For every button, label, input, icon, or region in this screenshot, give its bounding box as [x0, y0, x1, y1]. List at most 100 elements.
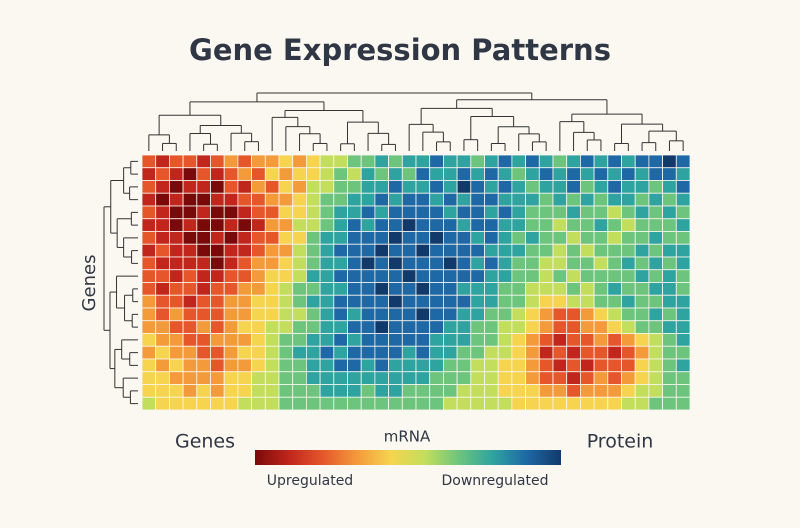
heatmap-cell [264, 154, 280, 169]
heatmap-cell [251, 371, 266, 385]
heatmap-cell [552, 345, 568, 360]
heatmap-cell [305, 256, 321, 271]
heatmap-cell [264, 307, 280, 322]
heatmap-cell [415, 154, 431, 169]
heatmap-cell [196, 167, 211, 181]
heatmap-cell [237, 205, 252, 220]
heatmap-cell [333, 256, 348, 271]
heatmap-cell [456, 167, 472, 181]
heatmap-cell [621, 231, 636, 245]
heatmap-cell [511, 358, 526, 373]
heatmap-cell [415, 218, 431, 232]
heatmap-cell [593, 205, 609, 220]
heatmap-cell [429, 345, 444, 360]
heatmap-cell [278, 256, 294, 271]
heatmap-cell [525, 167, 540, 181]
heatmap-cell [347, 192, 362, 207]
heatmap-cell [401, 282, 417, 296]
heatmap-cell [593, 167, 609, 181]
heatmap-cell [333, 282, 348, 296]
heatmap-cell [497, 192, 513, 207]
heatmap-cell [415, 282, 431, 296]
heatmap-cell [497, 243, 513, 258]
heatmap-cell [675, 154, 691, 169]
heatmap-cell [525, 358, 540, 373]
heatmap-cell [292, 345, 307, 360]
heatmap-cell [333, 307, 348, 322]
heatmap-cell [237, 371, 252, 385]
heatmap-cell [566, 167, 581, 181]
heatmap-cell [305, 345, 321, 360]
heatmap-cell [566, 294, 581, 309]
heatmap-cell [210, 154, 225, 169]
heatmap-cell [374, 231, 389, 245]
heatmap-cell [607, 333, 622, 347]
heatmap-cell [210, 307, 225, 322]
heatmap-cell [347, 294, 362, 309]
heatmap-cell [210, 282, 225, 296]
heatmap-cell [621, 154, 636, 169]
heatmap-cell [210, 192, 225, 207]
heatmap-cell [470, 358, 485, 373]
heatmap-cell [675, 358, 691, 373]
heatmap-cell [388, 180, 403, 194]
heatmap-cell [182, 320, 198, 334]
heatmap-cell [470, 243, 485, 258]
heatmap-cell [415, 167, 431, 181]
heatmap-cell [292, 307, 307, 322]
heatmap-cell [552, 333, 568, 347]
heatmap-cell [251, 384, 266, 398]
heatmap-cell [538, 269, 554, 283]
heatmap-cell [607, 231, 622, 245]
heatmap-cell [470, 320, 485, 334]
heatmap-cell [292, 205, 307, 220]
heatmap-cell [223, 231, 239, 245]
heatmap-cell [442, 269, 458, 283]
dendrogram [103, 92, 684, 405]
heatmap-cell [305, 205, 321, 220]
heatmap-cell [675, 345, 691, 360]
heatmap-cell [360, 307, 376, 322]
heatmap-cell [538, 154, 554, 169]
heatmap-cell [621, 371, 636, 385]
heatmap-cell [237, 243, 252, 258]
heatmap-cell [511, 243, 526, 258]
heatmap-cell [305, 320, 321, 334]
heatmap-cell [675, 333, 691, 347]
heatmap-cell [580, 269, 595, 283]
heatmap-cell [648, 294, 664, 309]
heatmap-cell [538, 243, 554, 258]
heatmap-cell [511, 333, 526, 347]
heatmap-cell [621, 358, 636, 373]
heatmap-cell [388, 396, 403, 411]
heatmap-cell [360, 167, 376, 181]
heatmap-cell [374, 333, 389, 347]
heatmap-cell [141, 371, 157, 385]
heatmap-cell [182, 307, 198, 322]
heatmap-cell [168, 180, 184, 194]
heatmap-cell [580, 256, 595, 271]
heatmap-cell [155, 243, 170, 258]
heatmap-cell [182, 180, 198, 194]
heatmap-cell [278, 282, 294, 296]
heatmap-cell [470, 256, 485, 271]
heatmap-cell [210, 269, 225, 283]
heatmap-cell [168, 218, 184, 232]
heatmap-cell [415, 396, 431, 411]
heatmap-cell [525, 333, 540, 347]
heatmap-cell [566, 384, 581, 398]
heatmap-cell [237, 358, 252, 373]
heatmap-cell [662, 231, 677, 245]
heatmap-cell [429, 384, 444, 398]
heatmap-cell [470, 180, 485, 194]
heatmap-cell [593, 294, 609, 309]
heatmap-cell [388, 167, 403, 181]
heatmap-cell [210, 205, 225, 220]
heatmap-cell [237, 333, 252, 347]
heatmap-cell [347, 231, 362, 245]
heatmap-cell [484, 294, 499, 309]
heatmap-cell [593, 231, 609, 245]
heatmap-cell [566, 192, 581, 207]
heatmap-cell [292, 180, 307, 194]
heatmap-cell [360, 333, 376, 347]
